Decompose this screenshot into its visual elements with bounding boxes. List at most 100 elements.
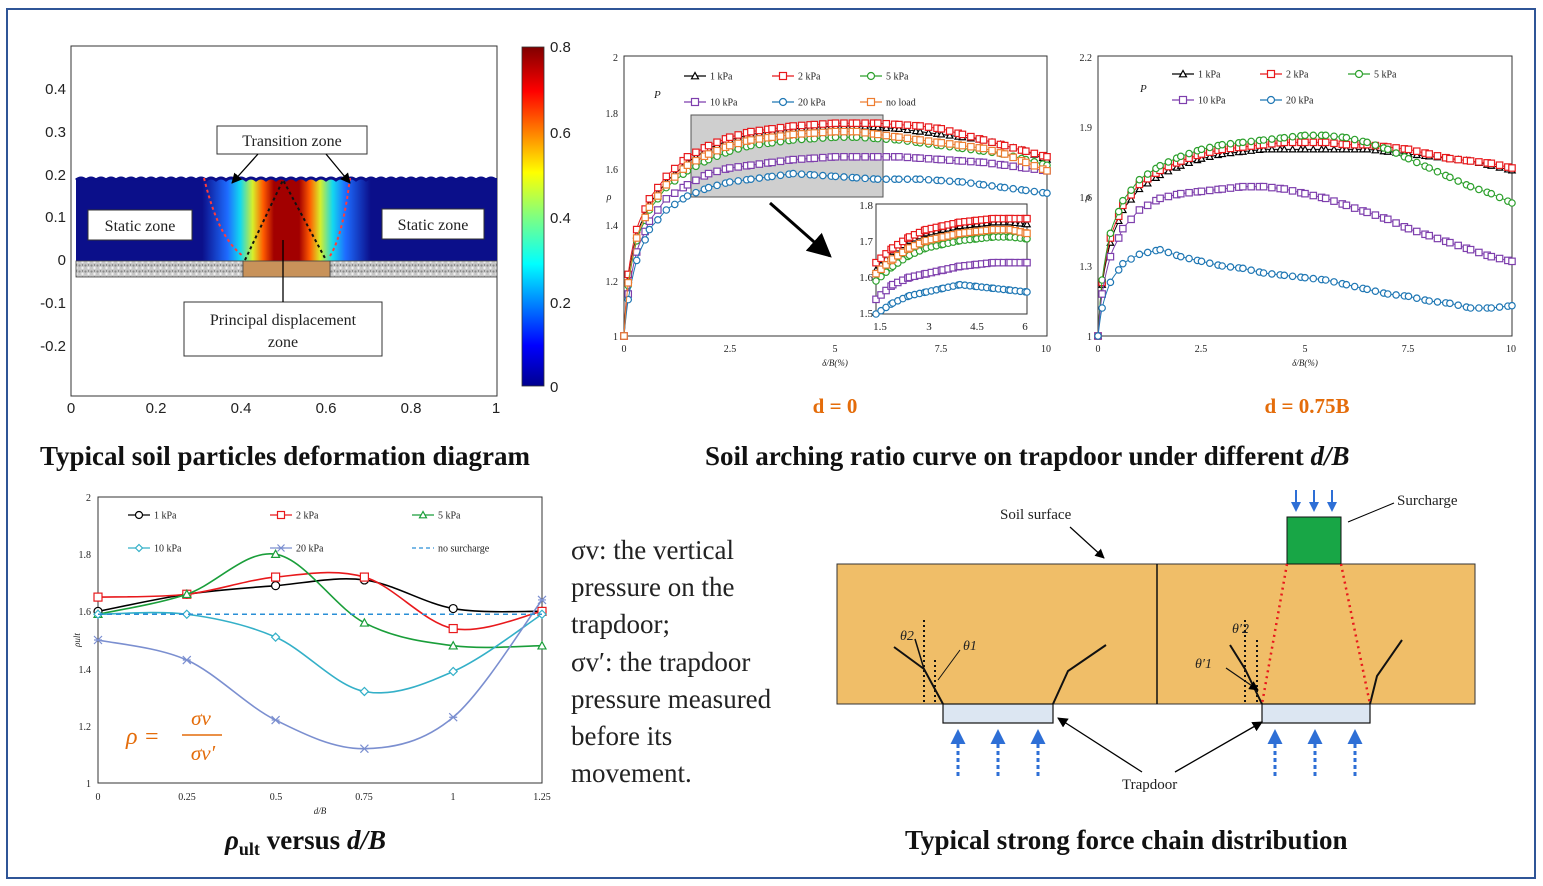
data-point: [1342, 140, 1351, 149]
arching-d075-x-tick: 7.5: [1402, 344, 1415, 355]
arching-d075-p-label: P: [1139, 83, 1147, 95]
data-point: [181, 589, 192, 599]
data-point: [1094, 332, 1102, 340]
data-point: [1433, 298, 1442, 306]
data-point: [1330, 197, 1338, 205]
deformation-y-ticks: 0.4 0.3 0.2 0.1 0 -0.1 -0.2: [40, 81, 66, 355]
data-point: [1508, 257, 1516, 266]
legend-label: 1 kPa: [154, 511, 177, 522]
data-point: [1226, 139, 1235, 148]
data-point: [1226, 184, 1235, 192]
data-point: [882, 131, 891, 140]
data-point: [1350, 204, 1359, 212]
data-point: [988, 159, 996, 168]
data-point: [1177, 152, 1185, 161]
rho-ult-caption: ρult versus d/B: [224, 825, 386, 859]
data-point: [1135, 206, 1144, 214]
data-point: [873, 119, 882, 128]
theta1-label: θ1: [963, 639, 977, 654]
data-point: [1098, 276, 1106, 284]
series-20-kpa: [1094, 245, 1516, 340]
data-point: [1309, 144, 1318, 153]
zoom-arrow: [769, 201, 832, 258]
data-point: [1177, 252, 1185, 261]
data-point: [448, 666, 459, 677]
data-point: [1022, 158, 1030, 167]
legend-label: no load: [886, 98, 916, 109]
data-point: [1259, 144, 1268, 153]
data-point: [271, 572, 281, 582]
deformation-y-tick: -0.1: [40, 295, 66, 312]
data-point: [831, 172, 840, 181]
legend-label: 1 kPa: [710, 72, 733, 83]
data-point: [1043, 153, 1051, 161]
data-point: [704, 169, 713, 178]
data-point: [945, 177, 954, 185]
data-point: [662, 172, 671, 181]
data-point: [895, 153, 903, 161]
colorbar: [521, 46, 545, 387]
data-point: [861, 153, 869, 161]
data-point: [877, 254, 885, 263]
data-point: [1280, 144, 1289, 153]
legend-label: 2 kPa: [798, 72, 821, 83]
data-point: [1238, 147, 1248, 155]
data-point: [692, 188, 700, 197]
force-chain-line: [914, 638, 925, 670]
data-point: [1454, 177, 1462, 185]
data-point: [840, 127, 848, 136]
data-point: [1446, 173, 1454, 182]
static-zone-right-label: Static zone: [398, 217, 469, 234]
data-point: [882, 153, 891, 161]
data-point: [937, 124, 946, 133]
rho-ult-y-tick: 1: [86, 779, 91, 790]
data-point: [1164, 248, 1173, 257]
data-point: [683, 192, 692, 200]
data-point: [536, 640, 548, 650]
data-point: [1156, 245, 1164, 254]
data-point: [1239, 182, 1247, 191]
arching-d075-y-tick: 1.3: [1080, 262, 1093, 273]
data-point: [755, 160, 764, 168]
data-point: [958, 130, 967, 139]
data-point: [1011, 218, 1020, 227]
principal-zone-box: [183, 301, 383, 357]
theta2-label: θ2: [900, 629, 914, 644]
data-point: [1218, 140, 1227, 149]
data-point: [645, 203, 654, 212]
data-point: [448, 640, 459, 650]
data-point: [755, 126, 764, 135]
data-point: [873, 122, 883, 131]
rho-ult-x-tick: 1: [451, 792, 456, 803]
data-point: [1425, 297, 1434, 305]
data-point: [1321, 131, 1330, 140]
deformation-y-tick: 0.2: [45, 167, 66, 184]
data-point: [645, 195, 654, 203]
data-point: [1508, 164, 1516, 172]
legend-label: 10 kPa: [710, 98, 738, 109]
arching-d0-xlabel: δ/B(%): [822, 358, 848, 368]
data-point: [704, 183, 713, 192]
legend-swatch-marker: [1266, 69, 1276, 79]
arching-d0-legend: 1 kPa 2 kPa 5 kPa 10 kPa 20 kPa no load: [684, 71, 916, 109]
data-point: [537, 595, 547, 605]
data-point: [967, 142, 975, 151]
data-point: [725, 178, 734, 186]
arching-d075-ylabel: ρ: [1085, 192, 1091, 203]
legend-label: no surcharge: [438, 544, 490, 555]
legend-swatch-marker: [778, 71, 788, 81]
data-point: [1164, 166, 1173, 175]
data-point: [270, 548, 281, 559]
data-point: [1205, 143, 1214, 152]
trapdoor-arrow-left: [1057, 717, 1143, 773]
rho-formula-denominator: σv′: [191, 741, 216, 765]
data-point: [903, 125, 912, 134]
data-point: [670, 164, 679, 173]
data-point: [713, 181, 721, 190]
soil-body: [836, 563, 1476, 705]
static-zone-left-label: Static zone: [105, 218, 176, 235]
data-point: [1466, 245, 1475, 254]
data-point: [704, 150, 713, 158]
legend-label: 2 kPa: [1286, 70, 1309, 81]
transition-arrow-right: [325, 153, 351, 184]
